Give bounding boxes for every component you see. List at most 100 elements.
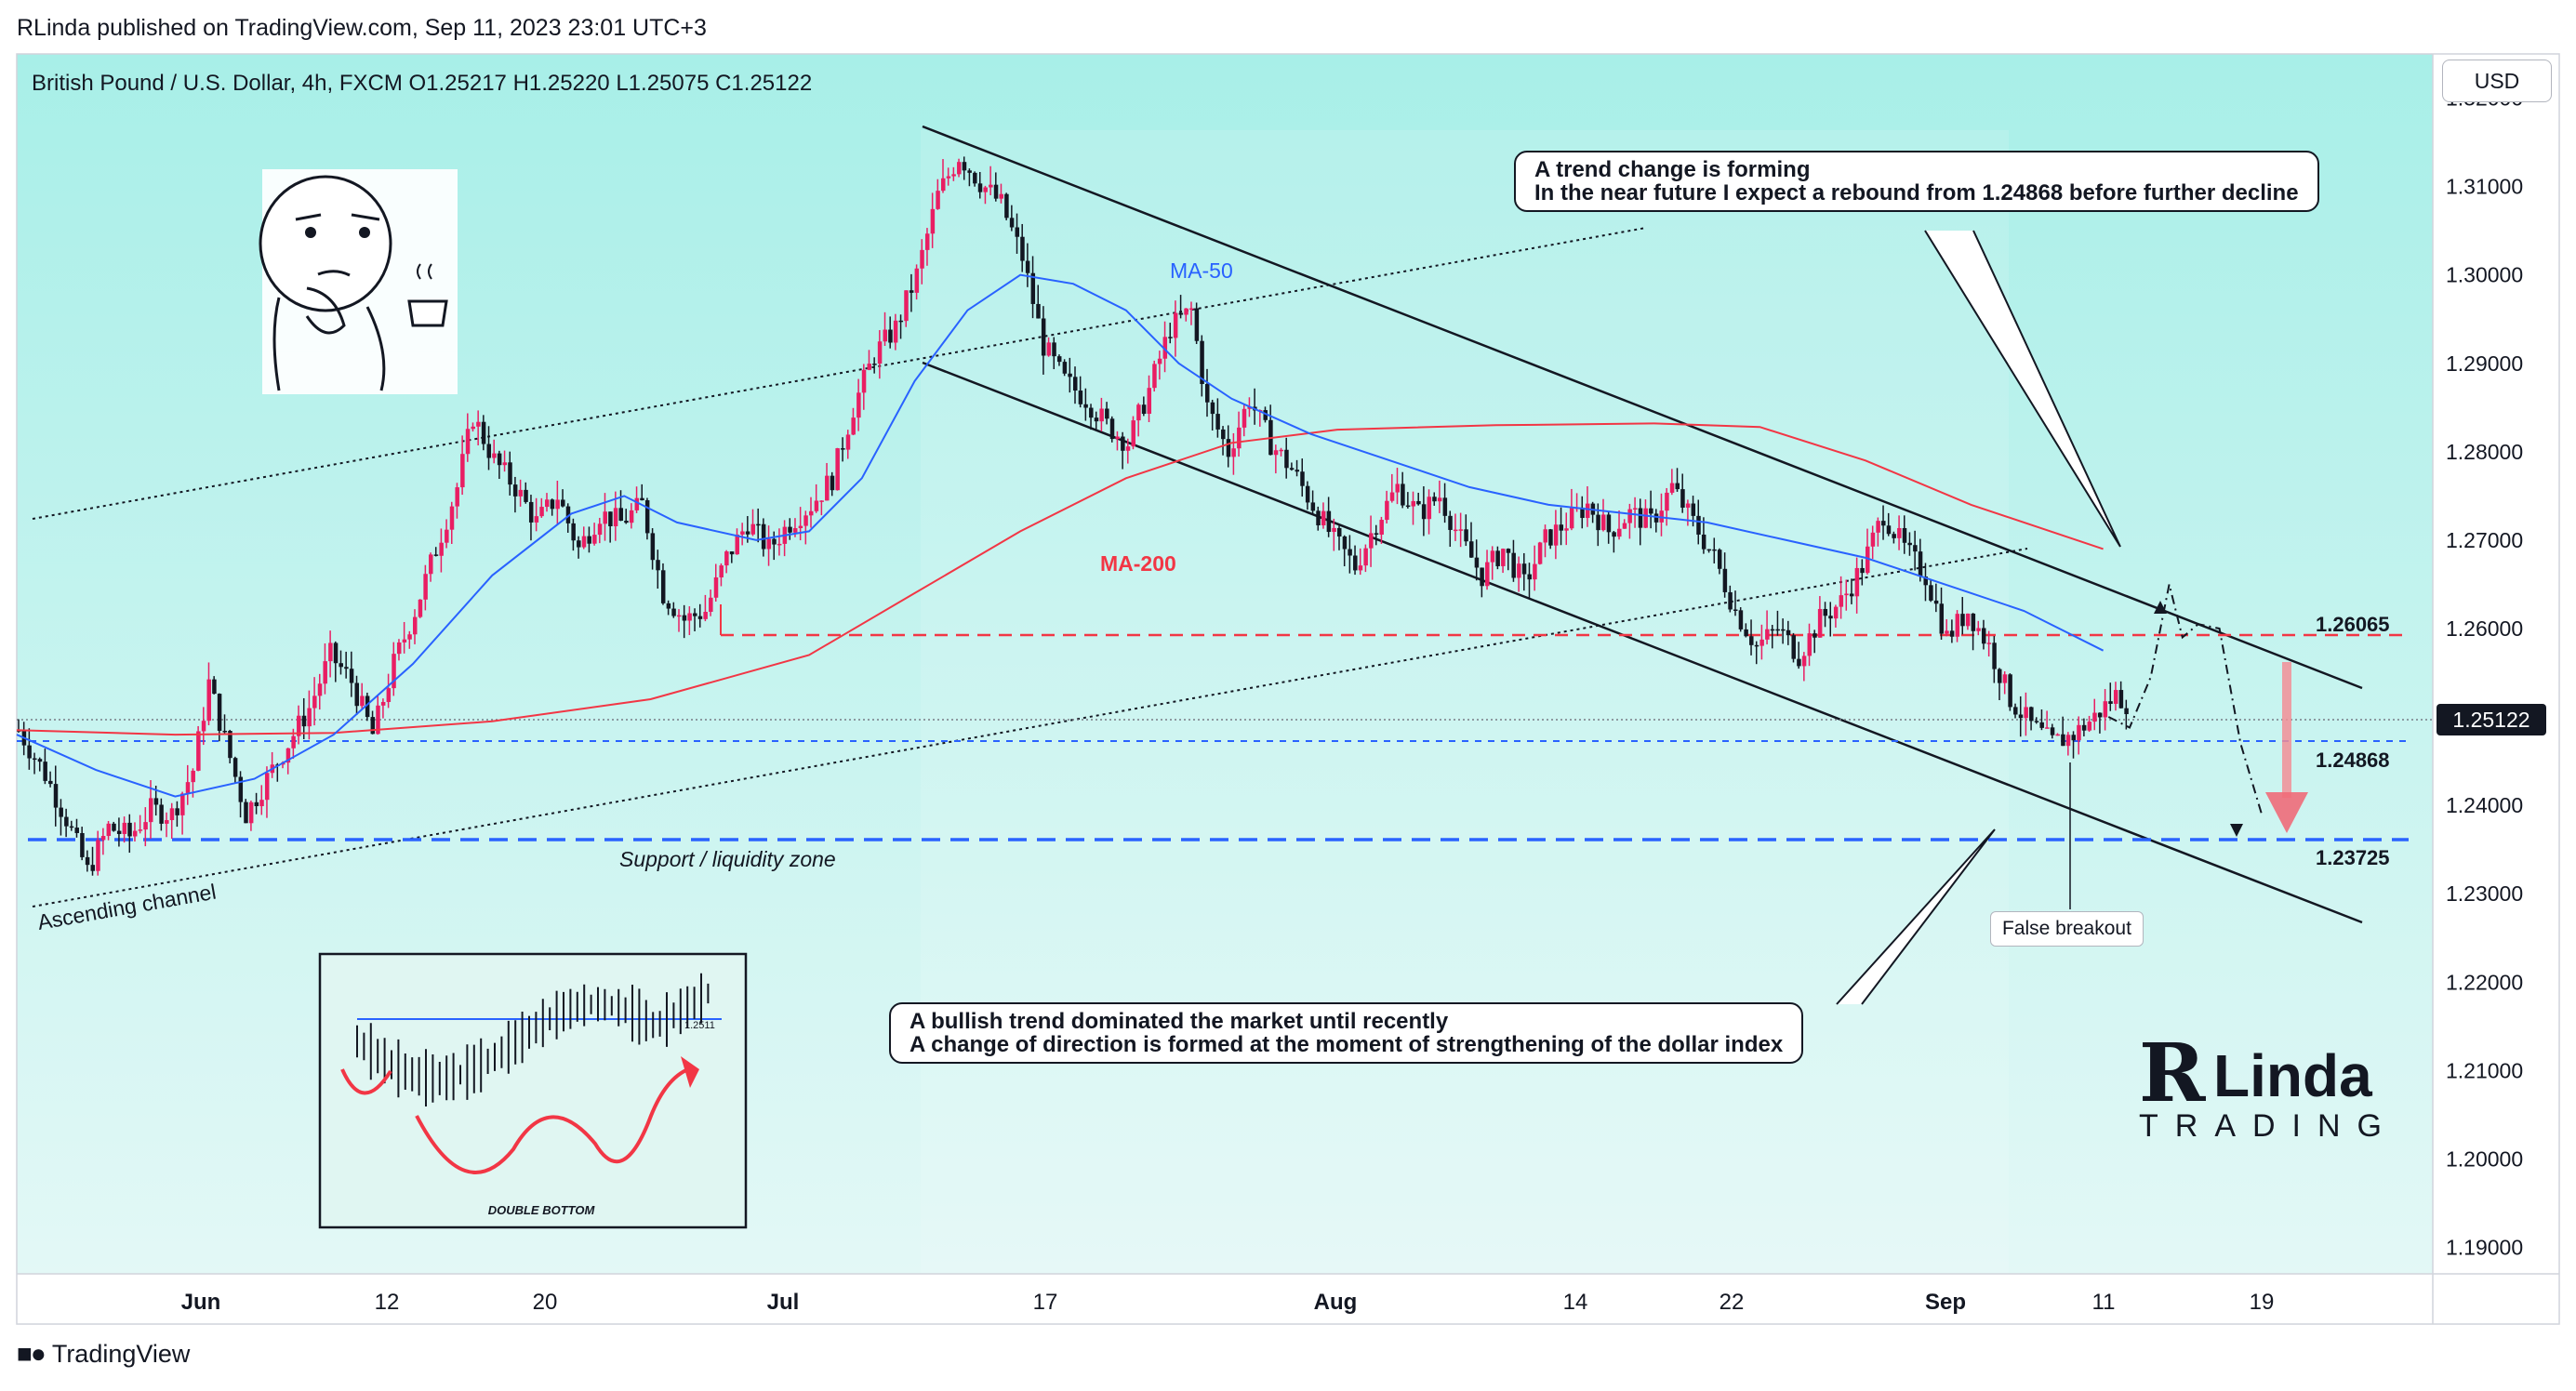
candle (845, 430, 851, 459)
candle (1876, 517, 1880, 547)
candle (756, 508, 761, 543)
candle (228, 729, 232, 764)
candle (957, 158, 962, 178)
candle (112, 821, 116, 832)
candle (999, 183, 1003, 204)
candle (1062, 359, 1068, 377)
chart-frame (16, 53, 2560, 1325)
candle (1279, 447, 1284, 457)
candle (460, 435, 465, 496)
price-tick-label: 1.23000 (2446, 881, 2523, 906)
candle (96, 830, 100, 876)
candle (1358, 548, 1363, 576)
candle (106, 820, 112, 841)
logo-r: R (2139, 1027, 2206, 1120)
candle (2118, 681, 2124, 709)
candle (1495, 546, 1500, 570)
candle (185, 764, 191, 805)
logo-linda: Linda (2213, 1042, 2372, 1109)
candle (2113, 682, 2118, 711)
candle (1828, 602, 1833, 637)
candle (693, 608, 697, 631)
candle (1728, 585, 1733, 613)
candle (169, 802, 175, 840)
candle (1173, 300, 1178, 357)
candle (682, 604, 687, 639)
candle (33, 752, 37, 775)
candle (1215, 398, 1220, 438)
candle (1353, 545, 1358, 576)
candle (1052, 337, 1056, 370)
bullish-trend-callout: A bullish trend dominated the market unt… (889, 1002, 1804, 1064)
price-tick-label: 1.26000 (2446, 616, 2523, 641)
candle (1675, 468, 1680, 492)
candle (1738, 607, 1744, 632)
candle (392, 642, 396, 696)
candle (1231, 432, 1236, 475)
candle (1109, 416, 1115, 443)
candle (697, 603, 703, 628)
candle (1442, 483, 1448, 523)
candle (1511, 539, 1516, 582)
candle (1295, 459, 1300, 477)
candle (581, 526, 587, 550)
candle (571, 518, 576, 551)
candle (402, 621, 407, 654)
time-tick-label: 22 (1720, 1290, 1745, 1315)
candle (677, 609, 682, 632)
candle (735, 528, 739, 555)
price-chart[interactable]: MA-50 MA-200 Support / liquidity zone As… (0, 0, 2576, 1330)
candle (777, 528, 782, 556)
chart-highlight-area (921, 130, 2009, 1274)
candle (1184, 308, 1188, 322)
tradingview-brand[interactable]: ■● TradingView (17, 1339, 190, 1369)
candle (465, 413, 471, 462)
candle (476, 410, 481, 445)
candle (967, 168, 972, 187)
candle (1807, 623, 1812, 667)
trend-change-callout: A trend change is forming In the near fu… (1514, 151, 2319, 212)
candle (1870, 525, 1876, 560)
candle (85, 850, 90, 872)
candle (993, 172, 999, 202)
candle (492, 439, 497, 464)
candle (1929, 579, 1933, 603)
candle (1786, 620, 1791, 645)
candle (1194, 302, 1200, 344)
candle (1849, 578, 1854, 604)
candle (766, 525, 772, 566)
candle (1749, 619, 1754, 656)
candle (650, 528, 656, 570)
level-label-rebound: 1.24868 (2316, 748, 2390, 772)
candle (244, 799, 248, 824)
currency-button[interactable]: USD (2442, 60, 2552, 102)
candle (59, 799, 63, 836)
candle (264, 766, 270, 818)
candle (1136, 403, 1141, 437)
candle (909, 273, 914, 312)
candle (1015, 213, 1020, 254)
candle (201, 707, 206, 746)
candle (750, 509, 756, 537)
price-tick-label: 1.22000 (2446, 970, 2523, 994)
time-tick-label: 19 (2250, 1290, 2275, 1315)
candle (497, 450, 502, 480)
price-tick-label: 1.28000 (2446, 440, 2523, 464)
current-price-value: 1.25122 (2452, 708, 2530, 732)
candle (1569, 488, 1574, 531)
candle (914, 264, 920, 300)
candle (561, 489, 565, 508)
candle (1121, 431, 1125, 470)
candle (138, 815, 143, 834)
candle (1976, 620, 1981, 636)
candle (396, 639, 402, 661)
candle (1817, 596, 1823, 638)
candle (1559, 507, 1564, 546)
candle (883, 311, 888, 347)
candle (254, 792, 259, 815)
candle (354, 675, 360, 715)
time-axis-panel (17, 1274, 2559, 1324)
candle (1083, 388, 1088, 421)
candle (512, 476, 518, 513)
time-axis-ticks[interactable]: Jun 12 20 Jul 17 Aug 14 22 Sep 11 19 (181, 1290, 2275, 1315)
